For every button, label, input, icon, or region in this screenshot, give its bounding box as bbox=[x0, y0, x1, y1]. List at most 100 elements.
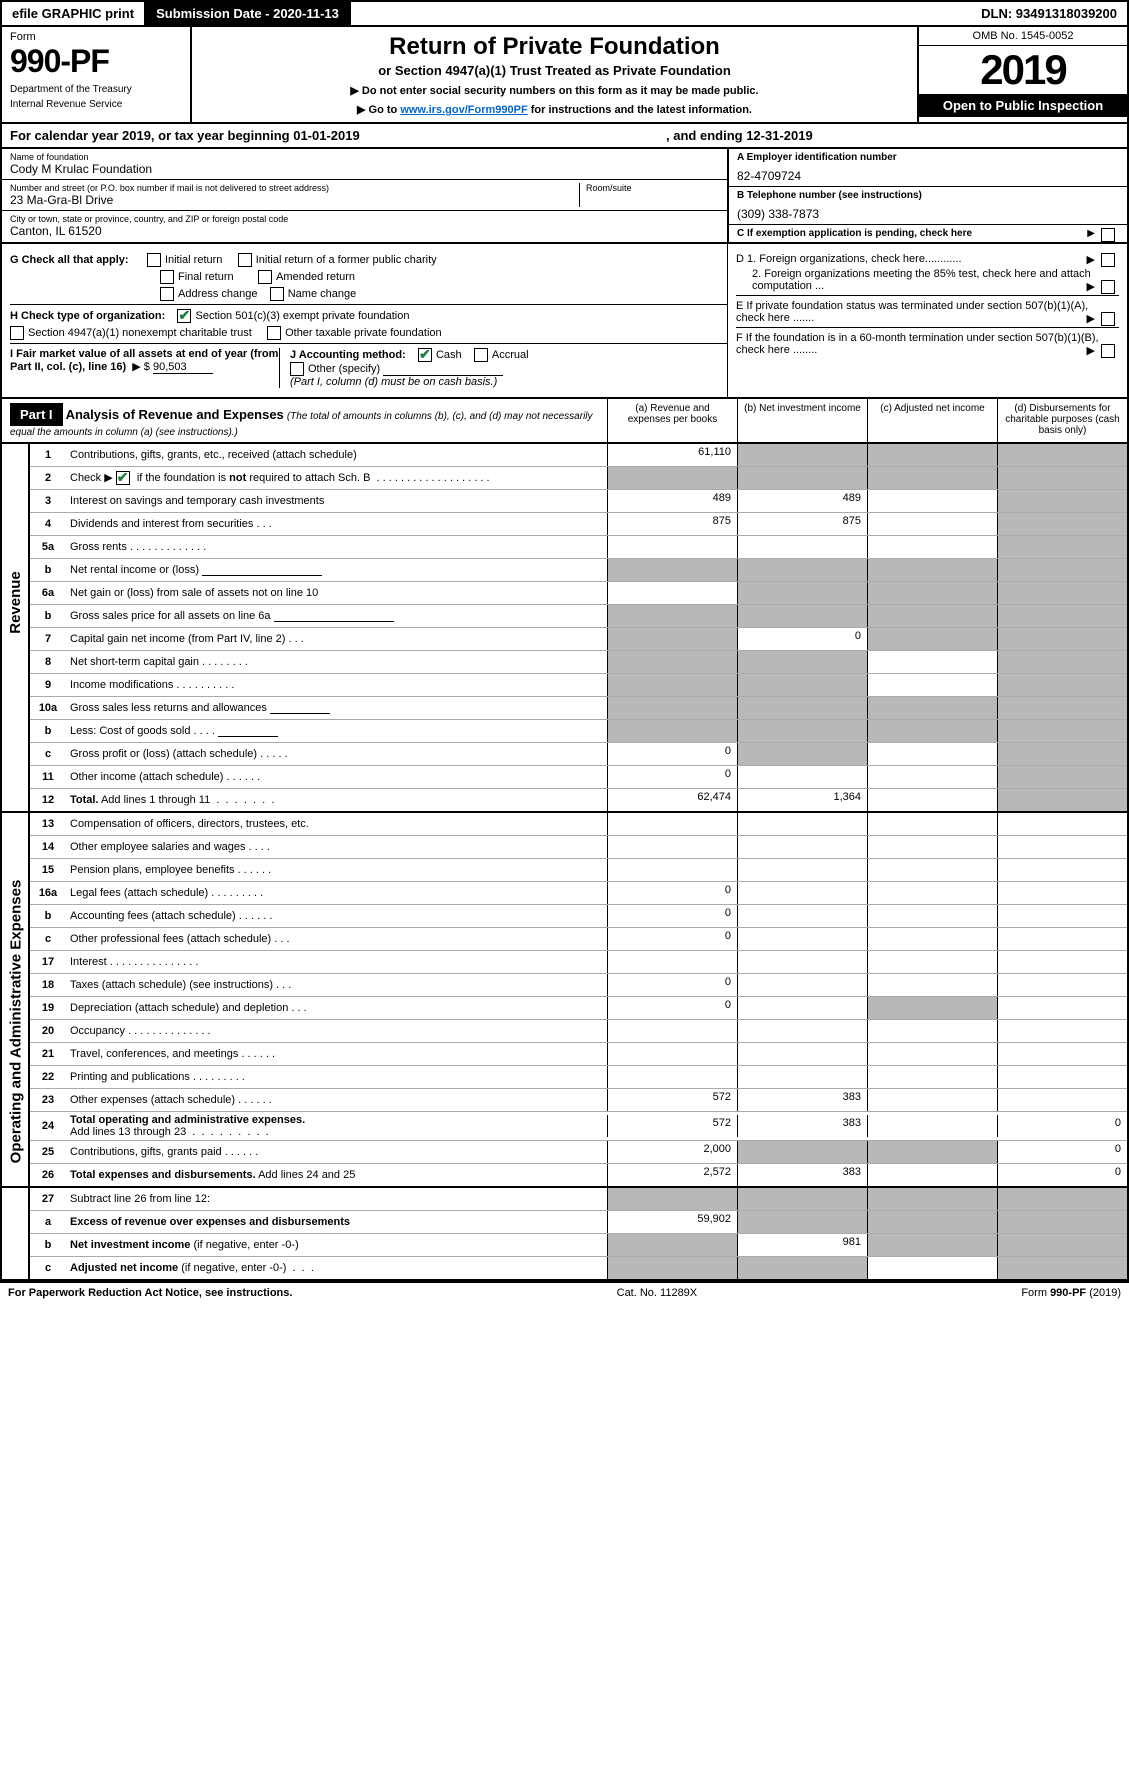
d2-row: 2. Foreign organizations meeting the 85%… bbox=[736, 268, 1119, 292]
g-amended-checkbox[interactable] bbox=[258, 270, 272, 284]
header-left: Form 990-PF Department of the Treasury I… bbox=[2, 27, 192, 122]
table-row: cOther professional fees (attach schedul… bbox=[30, 928, 1127, 951]
g-final-checkbox[interactable] bbox=[160, 270, 174, 284]
g-initial-checkbox[interactable] bbox=[147, 253, 161, 267]
d1-row: D 1. Foreign organizations, check here..… bbox=[736, 253, 1119, 265]
j-other-checkbox[interactable] bbox=[290, 362, 304, 376]
h-501c3-checkbox[interactable] bbox=[177, 309, 191, 323]
l10a-input[interactable] bbox=[270, 702, 330, 714]
efile-button[interactable]: efile GRAPHIC print bbox=[2, 2, 146, 25]
j-note: (Part I, column (d) must be on cash basi… bbox=[290, 376, 497, 388]
table-row: 9Income modifications . . . . . . . . . … bbox=[30, 674, 1127, 697]
table-row: 11Other income (attach schedule) . . . .… bbox=[30, 766, 1127, 789]
calendar-year-row: For calendar year 2019, or tax year begi… bbox=[0, 124, 1129, 149]
table-row: 8Net short-term capital gain . . . . . .… bbox=[30, 651, 1127, 674]
table-row: 16aLegal fees (attach schedule) . . . . … bbox=[30, 882, 1127, 905]
g-addr-checkbox[interactable] bbox=[160, 287, 174, 301]
revenue-table: Revenue 1Contributions, gifts, grants, e… bbox=[0, 444, 1129, 813]
table-row: 20Occupancy . . . . . . . . . . . . . . bbox=[30, 1020, 1127, 1043]
instr-line-2: ▶ Go to www.irs.gov/Form990PF for instru… bbox=[212, 103, 897, 116]
table-row: 25Contributions, gifts, grants paid . . … bbox=[30, 1141, 1127, 1164]
revenue-body: 1Contributions, gifts, grants, etc., rec… bbox=[30, 444, 1127, 811]
submission-date-button[interactable]: Submission Date - 2020-11-13 bbox=[146, 2, 351, 25]
col-a-header: (a) Revenue and expenses per books bbox=[607, 399, 737, 442]
h-row: H Check type of organization: Section 50… bbox=[10, 304, 727, 323]
h-other-checkbox[interactable] bbox=[267, 326, 281, 340]
phone-value: (309) 338-7873 bbox=[737, 207, 1119, 221]
g-row2: Final return Amended return bbox=[10, 270, 727, 284]
table-row: 17Interest . . . . . . . . . . . . . . . bbox=[30, 951, 1127, 974]
rental-input[interactable] bbox=[202, 564, 322, 576]
irs-link[interactable]: www.irs.gov/Form990PF bbox=[400, 104, 527, 116]
part1-badge: Part I bbox=[10, 403, 63, 426]
table-row: 23Other expenses (attach schedule) . . .… bbox=[30, 1089, 1127, 1112]
f-row: F If the foundation is in a 60-month ter… bbox=[736, 327, 1119, 356]
g-name-checkbox[interactable] bbox=[270, 287, 284, 301]
form-number: 990-PF bbox=[10, 43, 182, 80]
city-value: Canton, IL 61520 bbox=[10, 224, 719, 238]
h-4947-checkbox[interactable] bbox=[10, 326, 24, 340]
table-row: cGross profit or (loss) (attach schedule… bbox=[30, 743, 1127, 766]
table-row: 3Interest on savings and temporary cash … bbox=[30, 490, 1127, 513]
f-label: F If the foundation is in a 60-month ter… bbox=[736, 332, 1099, 356]
header-center: Return of Private Foundation or Section … bbox=[192, 27, 917, 122]
omb-number: OMB No. 1545-0052 bbox=[919, 27, 1127, 46]
g-row3: Address change Name change bbox=[10, 287, 727, 301]
g-label: G Check all that apply: bbox=[10, 254, 129, 266]
line27-table: 27Subtract line 26 from line 12: aExcess… bbox=[0, 1188, 1129, 1282]
ij-row: I Fair market value of all assets at end… bbox=[10, 343, 727, 388]
city-label: City or town, state or province, country… bbox=[10, 214, 719, 224]
addr-value: 23 Ma-Gra-Bl Drive bbox=[10, 193, 579, 207]
c-checkbox[interactable] bbox=[1101, 228, 1115, 242]
arrow-icon: ▶ bbox=[1087, 253, 1095, 266]
j-other-input[interactable] bbox=[383, 364, 503, 376]
table-row: 10aGross sales less returns and allowanc… bbox=[30, 697, 1127, 720]
arrow-icon: ▶ bbox=[1087, 344, 1095, 357]
d2-checkbox[interactable] bbox=[1101, 280, 1115, 294]
addr-label: Number and street (or P.O. box number if… bbox=[10, 183, 579, 193]
l10b-input[interactable] bbox=[218, 725, 278, 737]
j-accrual-checkbox[interactable] bbox=[474, 348, 488, 362]
f-checkbox[interactable] bbox=[1101, 344, 1115, 358]
g-initial-former: Initial return of a former public charit… bbox=[256, 254, 437, 266]
phone-cell: B Telephone number (see instructions) (3… bbox=[729, 187, 1127, 225]
name-label: Name of foundation bbox=[10, 152, 719, 162]
col-c-header: (c) Adjusted net income bbox=[867, 399, 997, 442]
part1-title-cell: Part I Analysis of Revenue and Expenses … bbox=[2, 399, 607, 442]
checks-left: G Check all that apply: Initial return I… bbox=[10, 250, 727, 391]
form-title: Return of Private Foundation bbox=[212, 33, 897, 61]
cal-year-end: , and ending 12-31-2019 bbox=[360, 128, 1119, 143]
h-4947: Section 4947(a)(1) nonexempt charitable … bbox=[28, 327, 252, 339]
g-amended: Amended return bbox=[276, 271, 355, 283]
foundation-name: Cody M Krulac Foundation bbox=[10, 162, 719, 176]
j-cash: Cash bbox=[436, 349, 462, 361]
col-b-header: (b) Net investment income bbox=[737, 399, 867, 442]
gross-sales-input[interactable] bbox=[274, 610, 394, 622]
g-initial-former-checkbox[interactable] bbox=[238, 253, 252, 267]
cal-year-begin: For calendar year 2019, or tax year begi… bbox=[10, 128, 360, 143]
e-checkbox[interactable] bbox=[1101, 312, 1115, 326]
schb-checkbox[interactable] bbox=[116, 471, 130, 485]
table-row: bLess: Cost of goods sold . . . . bbox=[30, 720, 1127, 743]
dept-irs: Internal Revenue Service bbox=[10, 99, 182, 110]
g-addr: Address change bbox=[178, 288, 258, 300]
table-row: 27Subtract line 26 from line 12: bbox=[30, 1188, 1127, 1211]
table-row: 7Capital gain net income (from Part IV, … bbox=[30, 628, 1127, 651]
table-row: bAccounting fees (attach schedule) . . .… bbox=[30, 905, 1127, 928]
expenses-table: Operating and Administrative Expenses 13… bbox=[0, 813, 1129, 1188]
j-label: J Accounting method: bbox=[290, 349, 406, 361]
open-public-badge: Open to Public Inspection bbox=[919, 94, 1127, 117]
topbar: efile GRAPHIC print Submission Date - 20… bbox=[0, 0, 1129, 27]
checks-section: G Check all that apply: Initial return I… bbox=[0, 244, 1129, 399]
table-row: 4Dividends and interest from securities … bbox=[30, 513, 1127, 536]
j-cash-checkbox[interactable] bbox=[418, 348, 432, 362]
dln-label: DLN: 93491318039200 bbox=[971, 2, 1127, 25]
table-row: 1Contributions, gifts, grants, etc., rec… bbox=[30, 444, 1127, 467]
expenses-vert-label: Operating and Administrative Expenses bbox=[2, 813, 30, 1186]
d1-checkbox[interactable] bbox=[1101, 253, 1115, 267]
h-row2: Section 4947(a)(1) nonexempt charitable … bbox=[10, 326, 727, 340]
table-row: 14Other employee salaries and wages . . … bbox=[30, 836, 1127, 859]
table-row: 24Total operating and administrative exp… bbox=[30, 1112, 1127, 1141]
h-501c3: Section 501(c)(3) exempt private foundat… bbox=[195, 310, 409, 322]
ein-label: A Employer identification number bbox=[737, 152, 1119, 163]
